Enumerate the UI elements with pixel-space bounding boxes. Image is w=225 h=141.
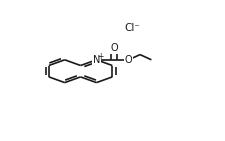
Text: +: + (97, 52, 104, 61)
Text: O: O (110, 43, 118, 53)
Text: O: O (125, 55, 133, 65)
Text: N: N (93, 55, 100, 65)
Text: Cl⁻: Cl⁻ (125, 23, 141, 33)
